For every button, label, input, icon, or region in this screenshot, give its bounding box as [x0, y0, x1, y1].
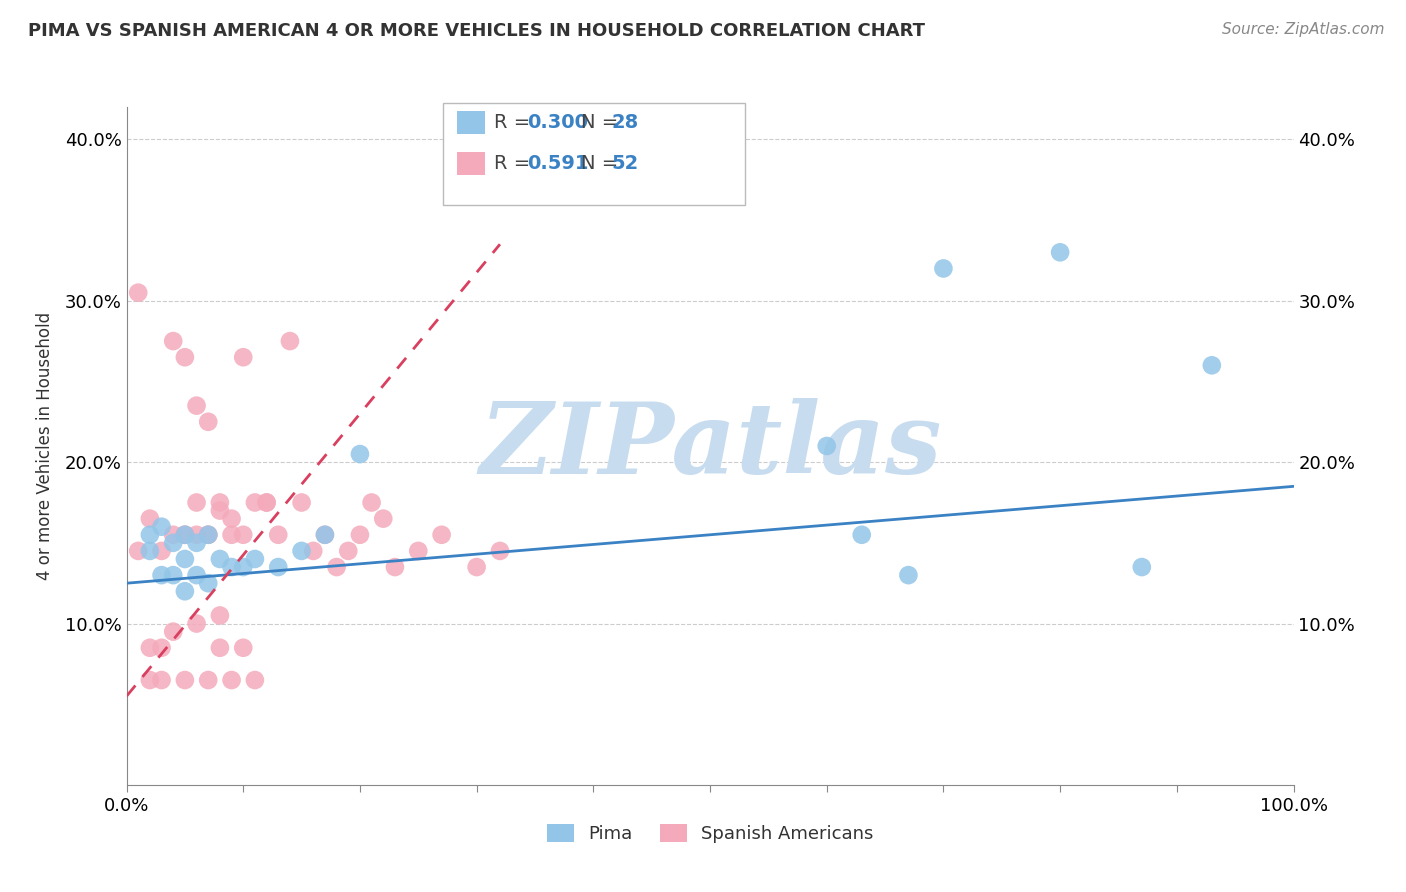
Point: [162, 624, 184, 639]
Point: [162, 536, 184, 550]
Point: [384, 560, 406, 574]
Point: [197, 576, 219, 591]
Point: [139, 511, 162, 525]
Point: [221, 528, 243, 542]
Point: [186, 536, 208, 550]
Point: [302, 544, 325, 558]
Point: [139, 528, 162, 542]
Point: [186, 568, 208, 582]
Point: [256, 495, 278, 509]
Point: [197, 415, 219, 429]
Point: [139, 544, 162, 558]
Text: R =: R =: [494, 112, 536, 132]
Text: PIMA VS SPANISH AMERICAN 4 OR MORE VEHICLES IN HOUSEHOLD CORRELATION CHART: PIMA VS SPANISH AMERICAN 4 OR MORE VEHIC…: [28, 22, 925, 40]
Point: [349, 447, 371, 461]
Point: [197, 528, 219, 542]
Point: [1201, 359, 1223, 373]
Text: R =: R =: [494, 153, 536, 173]
Point: [314, 528, 336, 542]
Point: [897, 568, 920, 582]
Point: [267, 560, 290, 574]
Point: [139, 640, 162, 655]
Point: [221, 560, 243, 574]
Point: [465, 560, 488, 574]
Point: [174, 584, 197, 599]
Point: [174, 528, 197, 542]
Y-axis label: 4 or more Vehicles in Household: 4 or more Vehicles in Household: [35, 312, 53, 580]
Point: [373, 511, 395, 525]
Point: [208, 608, 231, 623]
Point: [932, 261, 955, 276]
Point: [232, 528, 254, 542]
Point: [243, 495, 266, 509]
Legend: Pima, Spanish Americans: Pima, Spanish Americans: [540, 817, 880, 850]
Point: [186, 528, 208, 542]
Point: [256, 495, 278, 509]
Point: [208, 552, 231, 566]
Point: [208, 640, 231, 655]
Text: N =: N =: [581, 153, 624, 173]
Point: [278, 334, 301, 348]
Point: [197, 673, 219, 687]
Point: [197, 528, 219, 542]
Point: [150, 519, 173, 533]
Point: [174, 552, 197, 566]
Point: [150, 673, 173, 687]
Point: [174, 350, 197, 364]
Point: [162, 528, 184, 542]
Point: [208, 503, 231, 517]
Point: [174, 528, 197, 542]
Point: [408, 544, 430, 558]
Point: [314, 528, 336, 542]
Point: [186, 399, 208, 413]
Point: [150, 544, 173, 558]
Point: [232, 560, 254, 574]
Point: [1130, 560, 1153, 574]
Text: N =: N =: [581, 112, 624, 132]
Point: [162, 334, 184, 348]
Point: [139, 673, 162, 687]
Text: 52: 52: [612, 153, 638, 173]
Point: [150, 568, 173, 582]
Text: 0.591: 0.591: [527, 153, 589, 173]
Point: [174, 528, 197, 542]
Point: [221, 511, 243, 525]
Point: [150, 640, 173, 655]
Point: [325, 560, 347, 574]
Point: [186, 616, 208, 631]
Text: ZIPatlas: ZIPatlas: [479, 398, 941, 494]
Point: [267, 528, 290, 542]
Point: [337, 544, 360, 558]
Point: [815, 439, 838, 453]
Text: Source: ZipAtlas.com: Source: ZipAtlas.com: [1222, 22, 1385, 37]
Point: [489, 544, 512, 558]
Point: [232, 640, 254, 655]
Point: [290, 544, 312, 558]
Point: [243, 552, 266, 566]
Point: [360, 495, 382, 509]
Point: [208, 495, 231, 509]
Point: [851, 528, 873, 542]
Point: [1049, 245, 1071, 260]
Point: [174, 673, 197, 687]
Point: [186, 495, 208, 509]
Point: [127, 544, 149, 558]
Point: [290, 495, 312, 509]
Point: [221, 673, 243, 687]
Text: 28: 28: [612, 112, 638, 132]
Point: [232, 350, 254, 364]
Point: [243, 673, 266, 687]
Point: [127, 285, 149, 300]
Text: 0.300: 0.300: [527, 112, 588, 132]
Point: [197, 528, 219, 542]
Point: [349, 528, 371, 542]
Point: [430, 528, 453, 542]
Point: [162, 568, 184, 582]
